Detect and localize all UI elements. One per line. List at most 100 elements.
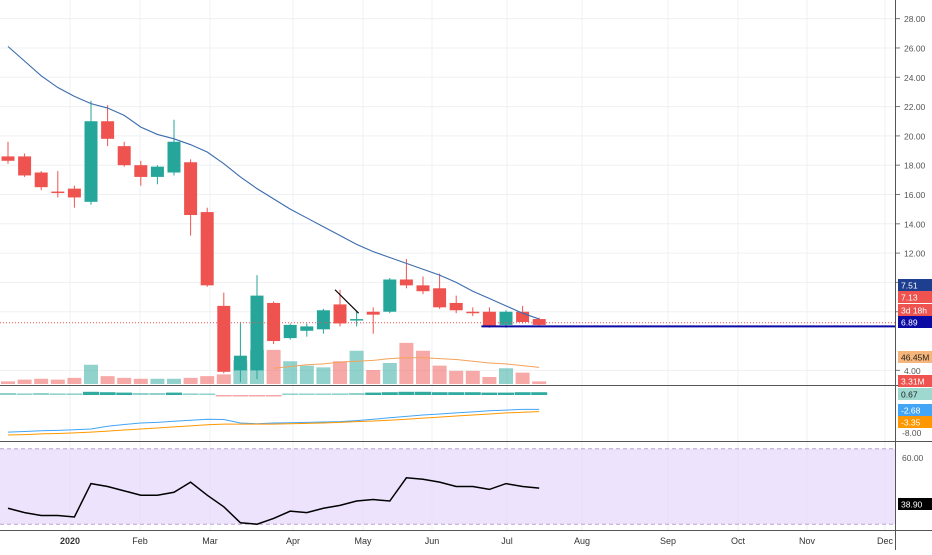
macd-signal-line [7, 411, 540, 436]
volume-bar [366, 370, 381, 384]
volume-bar [200, 376, 215, 384]
volume-bar [34, 378, 49, 384]
label-timer: 3d 18h [901, 306, 927, 316]
price-axis[interactable]: 28.00 26.00 24.00 22.00 20.00 18.00 16.00 14.00… [896, 14, 926, 463]
macd-hist-bar [49, 393, 66, 395]
time-tick-label: Jul [501, 536, 513, 546]
volume-bar [1, 381, 15, 384]
axis-tick-label: 22.00 [904, 102, 926, 112]
moving-average-line [7, 46, 540, 320]
volume-bar [399, 342, 414, 384]
macd-hist-bar [232, 395, 249, 397]
volume-bar [150, 378, 165, 384]
candle-body [67, 188, 81, 198]
rsi-band [0, 448, 895, 525]
macd-hist-bar [132, 393, 149, 395]
time-tick-label: Nov [799, 536, 816, 546]
volume-bar [266, 349, 281, 384]
candle-body [217, 305, 231, 372]
label-macd-line: -2.68 [901, 406, 921, 416]
label-rsi-value-bg [898, 498, 932, 510]
candle-body [399, 279, 413, 286]
macd-hist-bar [415, 391, 431, 395]
label-price-last: 7.51 [901, 281, 918, 291]
volume-bar [515, 372, 530, 384]
time-tick-label: Oct [731, 536, 746, 546]
rsi-band [0, 448, 895, 525]
candle-body [433, 288, 447, 308]
macd-hist-bar [464, 392, 481, 395]
candle-body [167, 141, 181, 173]
volume-bar [532, 381, 547, 384]
volume-bar [499, 368, 513, 384]
candle-body [283, 324, 297, 339]
macd-hist-bar [149, 393, 166, 395]
volume-bar [382, 363, 397, 384]
macd-tick-label: -8.00 [902, 428, 922, 438]
volume-bar [100, 376, 115, 384]
volume-bar [316, 367, 331, 384]
macd-hist-bar [182, 393, 199, 395]
label-macd-signal-bg [898, 416, 932, 428]
volume-bar [465, 370, 480, 384]
candle-body [482, 311, 496, 327]
axis-tick-label: 24.00 [904, 73, 926, 83]
candle-body [516, 311, 530, 322]
candle-body [466, 311, 480, 314]
time-tick-label: Dec [877, 536, 894, 546]
volume-bar [117, 377, 132, 384]
label-macd-signal: -3.35 [901, 418, 921, 428]
volume-bar [449, 370, 464, 384]
rsi-line [7, 477, 540, 525]
label-price-close-bg [898, 291, 932, 303]
volume-bar [17, 379, 32, 384]
macd-hist-bar [199, 393, 216, 395]
indicator-lines [0, 46, 895, 328]
macd-hist-bar [265, 395, 282, 397]
label-timer-bg [898, 304, 932, 316]
macd-hist-bar [215, 395, 232, 397]
time-tick-label: May [354, 536, 372, 546]
label-volume-ma-bg [898, 351, 932, 363]
candle-body [250, 295, 264, 371]
time-tick-label: Mar [202, 536, 218, 546]
time-tick-label: Jun [425, 536, 440, 546]
candle-body [300, 326, 314, 331]
candle-body [350, 319, 364, 321]
candle-body [316, 310, 330, 330]
volume-ma-line [273, 357, 540, 369]
label-macd-hist-bg [898, 388, 932, 400]
label-price-low: 6.89 [901, 318, 918, 328]
label-price-low-bg [898, 316, 932, 328]
macd-line [7, 408, 540, 433]
macd-hist-bar [431, 392, 448, 395]
candle-body [383, 279, 397, 312]
macd-hist-bar [315, 393, 332, 395]
axis-tick-label: 28.00 [904, 14, 926, 24]
candle-body [366, 311, 380, 315]
grid [0, 0, 895, 530]
candle-body [101, 121, 115, 139]
volume-bar [216, 374, 231, 384]
time-tick-label: Aug [574, 536, 590, 546]
volume-bars [1, 342, 547, 384]
candle-body [117, 146, 131, 166]
macd-hist-bar [298, 393, 315, 395]
macd-hist-bar [514, 392, 531, 395]
time-axis[interactable]: 2020 Feb Mar Apr May Jun Jul Aug Sep Oct Nov Dec [60, 536, 894, 546]
volume-bar [416, 350, 430, 384]
time-tick-label: 2020 [60, 536, 80, 546]
time-tick-label: Apr [286, 536, 300, 546]
label-volume-last: 3.31M [901, 377, 925, 387]
label-price-last-bg [898, 279, 932, 291]
macd-hist-bar [448, 392, 465, 395]
candle-body [449, 302, 463, 311]
label-volume-last-bg [898, 375, 932, 387]
candle-body [84, 121, 98, 202]
axis-tick-label: 16.00 [904, 190, 926, 200]
candle-body [1, 156, 15, 161]
volume-bar [50, 379, 65, 384]
volume-bar [67, 377, 82, 384]
